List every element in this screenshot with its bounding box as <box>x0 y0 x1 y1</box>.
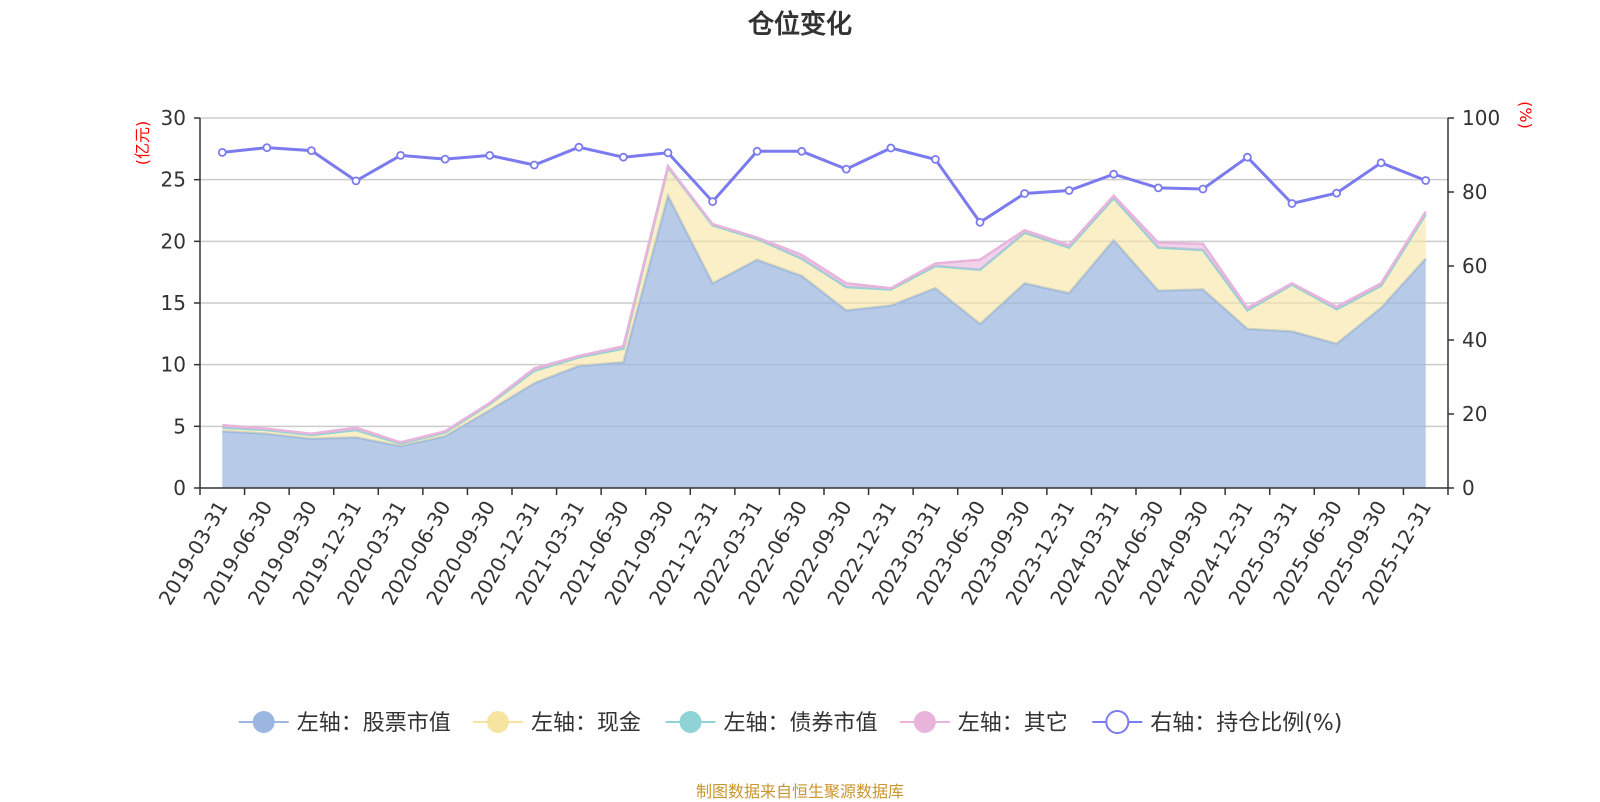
legend-marker <box>487 711 509 733</box>
ratio-point <box>574 142 584 152</box>
ratio-point <box>306 146 316 156</box>
ratio-point <box>1153 183 1163 193</box>
area-cash <box>222 167 1426 447</box>
ratio-point <box>752 146 762 156</box>
ratio-point <box>217 147 227 157</box>
right-tick-label: 20 <box>1462 402 1487 426</box>
ratio-point <box>1376 158 1386 168</box>
legend-label: 左轴：其它 <box>958 711 1068 736</box>
area-stock <box>222 195 1426 488</box>
ratio-point <box>1064 186 1074 195</box>
right-tick-label: 0 <box>1462 476 1475 500</box>
right-axis-unit: (%) <box>1516 101 1535 129</box>
ratio-point <box>1020 189 1029 198</box>
area-line-other <box>222 163 1427 444</box>
left-axis-unit: (亿元) <box>133 121 152 166</box>
ratio-line <box>222 145 1427 225</box>
ratio-point <box>262 143 272 153</box>
ratio-point <box>886 143 896 153</box>
left-tick-label: 10 <box>161 353 186 377</box>
ratio-point <box>1198 184 1208 194</box>
legend-marker <box>679 711 702 733</box>
ratio-point <box>841 164 851 174</box>
legend-label: 左轴：现金 <box>531 711 641 736</box>
ratio-point <box>485 150 495 160</box>
left-tick-label: 0 <box>173 476 186 500</box>
left-tick-label: 25 <box>161 168 186 192</box>
ratio-point <box>1421 176 1431 185</box>
ratio-point <box>1243 152 1252 162</box>
left-tick-label: 30 <box>161 106 186 130</box>
legend-marker <box>913 711 936 733</box>
ratio-point <box>1332 188 1341 198</box>
ratio-point <box>619 152 628 162</box>
legend-marker <box>1105 710 1130 734</box>
right-tick-label: 80 <box>1462 180 1487 204</box>
ratio-point <box>396 150 406 160</box>
chart-title: 仓位变化 <box>747 10 852 40</box>
data-source-note: 制图数据来自恒生聚源数据库 <box>695 782 904 801</box>
right-tick-label: 40 <box>1462 328 1487 352</box>
ratio-point <box>975 217 985 227</box>
ratio-point <box>931 154 940 164</box>
legend-label: 左轴：股票市值 <box>297 711 451 736</box>
legend-label: 右轴：持仓比例(%) <box>1150 711 1342 736</box>
left-tick-label: 15 <box>161 291 186 315</box>
ratio-point <box>663 148 673 158</box>
ratio-point <box>1109 169 1119 179</box>
ratio-point <box>797 146 807 156</box>
legend-label: 左轴：债券市值 <box>724 711 878 736</box>
ratio-point <box>351 176 361 186</box>
ratio-point <box>708 197 717 207</box>
right-tick-label: 60 <box>1462 254 1487 278</box>
left-tick-label: 5 <box>173 414 186 438</box>
right-tick-label: 100 <box>1462 106 1500 130</box>
ratio-point <box>1287 199 1297 208</box>
ratio-point <box>440 154 450 164</box>
ratio-point <box>529 160 539 170</box>
legend-marker <box>252 711 275 733</box>
left-tick-label: 20 <box>161 229 186 253</box>
